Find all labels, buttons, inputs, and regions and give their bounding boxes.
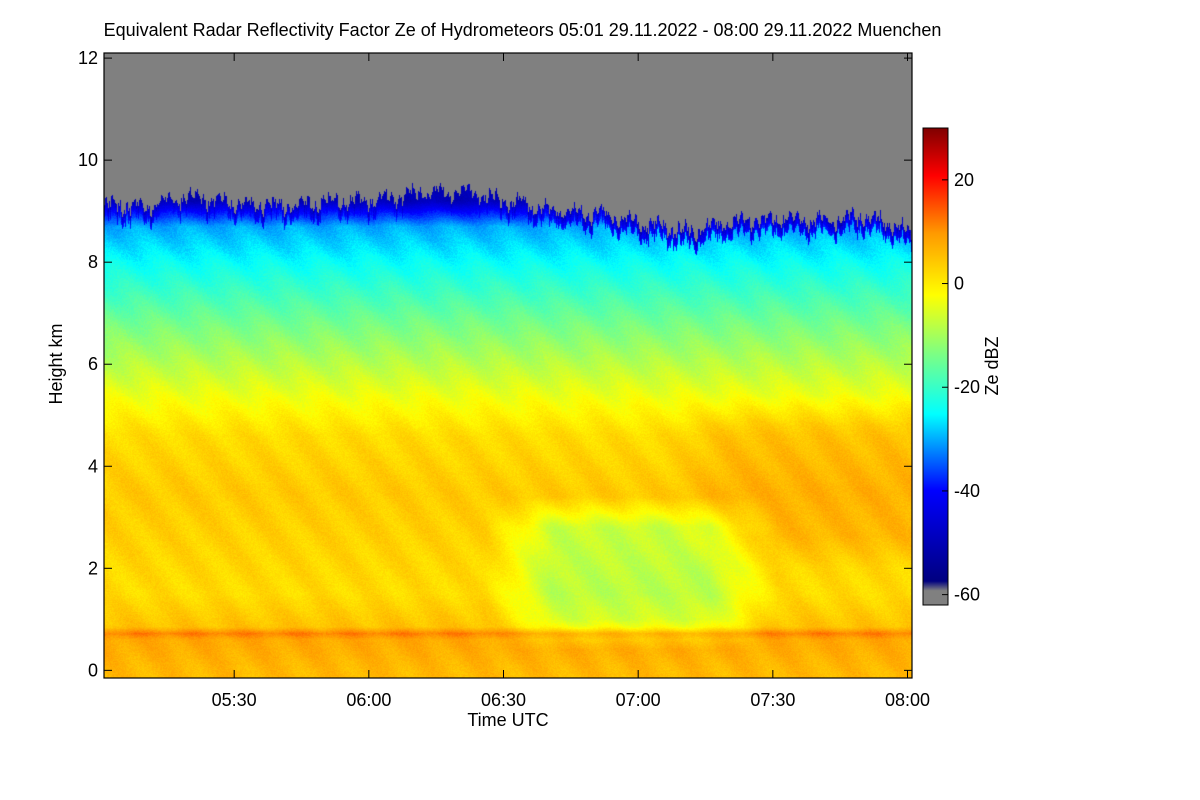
x-tick-label: 06:00 (346, 690, 391, 710)
y-tick-label: 2 (88, 558, 98, 578)
plot-frame (103, 52, 913, 679)
colorbar-tick-label: -60 (954, 585, 980, 605)
colorbar-frame (922, 127, 949, 606)
colorbar (923, 128, 948, 605)
y-axis: 0 2 4 6 8 10 12 (78, 48, 912, 680)
x-tick-label: 06:30 (481, 690, 526, 710)
y-tick-label: 8 (88, 252, 98, 272)
heatmap-area (104, 53, 912, 678)
colorbar-tick-label: 20 (954, 170, 974, 190)
x-tick-label: 07:30 (750, 690, 795, 710)
x-tick-label: 07:00 (616, 690, 661, 710)
colorbar-axis: 20 0 -20 -40 -60 (942, 170, 980, 605)
x-axis: 05:30 06:00 06:30 07:00 07:30 08:00 (212, 53, 930, 710)
colorbar-tick-label: -40 (954, 481, 980, 501)
y-tick-label: 6 (88, 354, 98, 374)
colorbar-title: Ze dBZ (982, 336, 1002, 395)
x-axis-title: Time UTC (467, 710, 548, 730)
y-tick-label: 4 (88, 456, 98, 476)
colorbar-tick-label: -20 (954, 377, 980, 397)
colorbar-tick-label: 0 (954, 274, 964, 294)
x-tick-label: 05:30 (212, 690, 257, 710)
x-tick-label: 08:00 (885, 690, 930, 710)
y-tick-label: 12 (78, 48, 98, 68)
y-tick-label: 10 (78, 150, 98, 170)
y-tick-label: 0 (88, 660, 98, 680)
y-axis-title: Height km (46, 323, 66, 404)
chart-title: Equivalent Radar Reflectivity Factor Ze … (103, 20, 942, 40)
